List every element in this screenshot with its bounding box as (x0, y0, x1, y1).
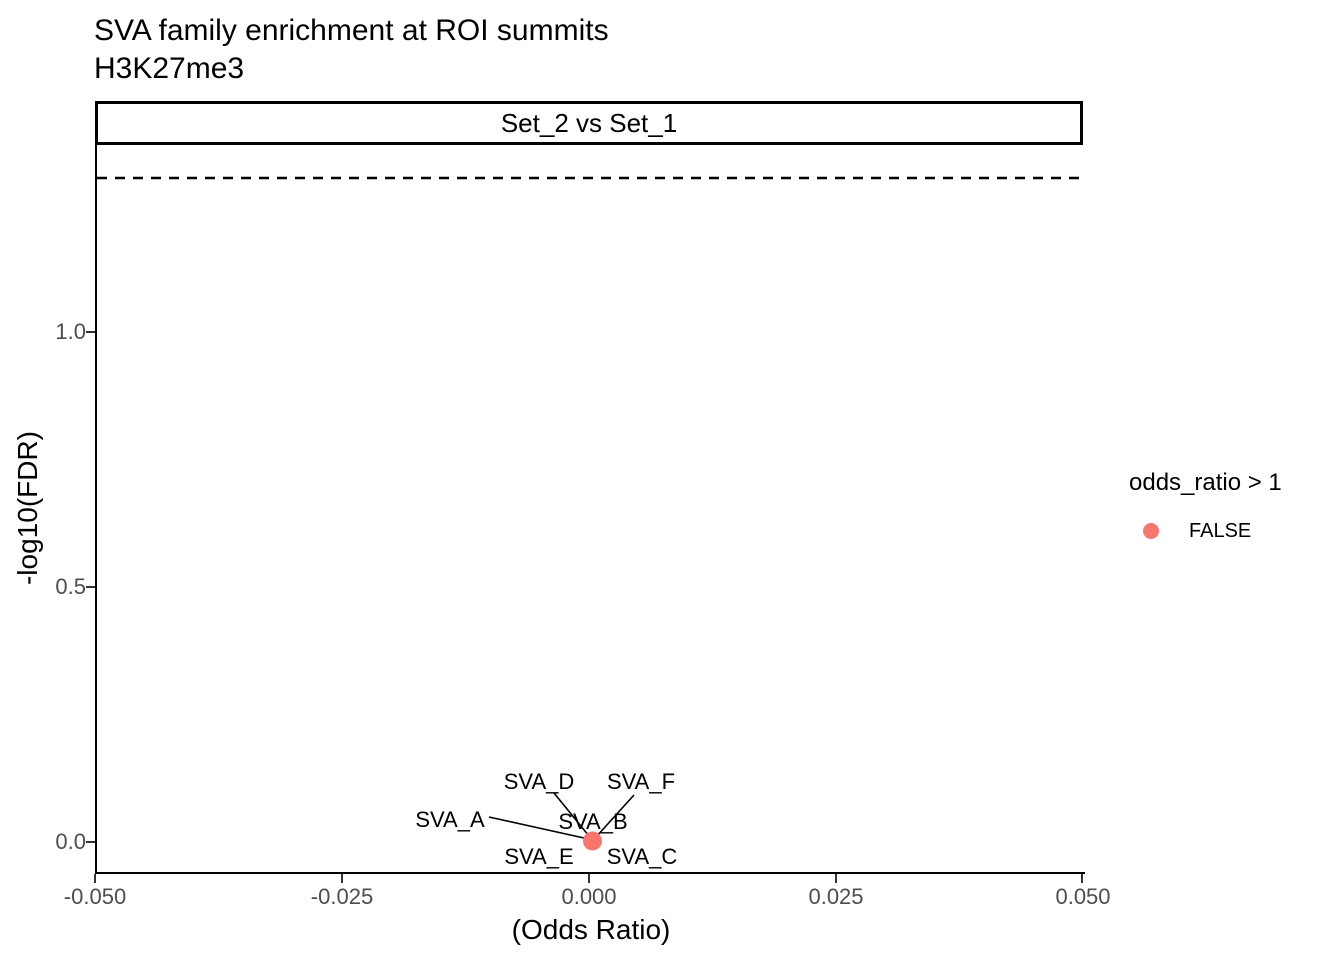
x-tick-mark (341, 874, 343, 883)
leader-line-sva-f (595, 794, 635, 838)
leader-line-sva-a (488, 816, 585, 839)
x-tick-mark (1081, 874, 1083, 883)
y-tick-label: 0.0 (55, 829, 86, 854)
x-tick-label: -0.025 (310, 884, 374, 909)
y-tick-mark (86, 586, 95, 588)
x-tick-label: 0.000 (561, 884, 617, 909)
legend-key (1143, 523, 1159, 539)
y-tick-mark (86, 331, 95, 333)
point-label-sva-f: SVA_F (606, 769, 676, 794)
x-tick-mark (94, 874, 96, 883)
point-label-sva-a: SVA_A (415, 807, 485, 832)
x-tick-mark (588, 874, 590, 883)
y-tick-label: 1.0 (55, 319, 86, 344)
point-label-sva-e: SVA_E (504, 844, 574, 869)
point-label-sva-d: SVA_D (503, 769, 575, 794)
y-axis-title: -log10(FDR) (12, 430, 43, 586)
facet-strip-label: Set_2 vs Set_1 (500, 107, 678, 138)
plot-canvas (97, 176, 1085, 851)
plot-panel: SVA_A SVA_B SVA_C SVA_D SVA_E SVA_F (95, 145, 1085, 874)
point-label-sva-b: SVA_B (558, 809, 628, 834)
facet-strip: Set_2 vs Set_1 (95, 101, 1083, 145)
x-tick-label: -0.050 (63, 884, 127, 909)
x-tick-label: 0.025 (808, 884, 864, 909)
x-tick-mark (835, 874, 837, 883)
data-point-sva (583, 831, 602, 851)
legend-title: odds_ratio > 1 (1129, 469, 1282, 496)
y-tick-label: 0.5 (55, 574, 86, 599)
y-tick-mark (86, 841, 95, 843)
x-tick-label: 0.050 (1055, 884, 1111, 909)
leader-line-sva-d (553, 792, 590, 837)
x-axis-title: (Odds Ratio) (511, 914, 671, 945)
chart-title: SVA family enrichment at ROI summits (94, 14, 609, 47)
legend-key-dot-icon (1143, 523, 1159, 539)
legend-key-label: FALSE (1189, 520, 1252, 542)
point-label-sva-c: SVA_C (606, 844, 678, 869)
chart-subtitle: H3K27me3 (94, 52, 245, 85)
